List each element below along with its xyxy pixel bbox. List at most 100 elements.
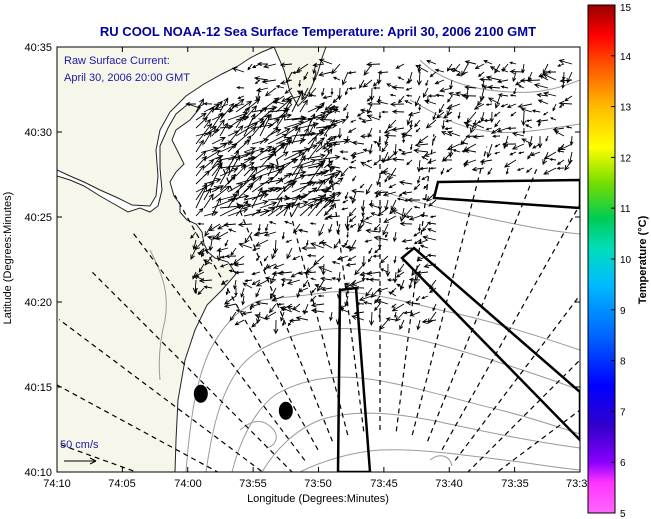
current-vector [295, 316, 309, 321]
current-vector [364, 239, 373, 243]
current-vector [527, 151, 533, 160]
current-vector [416, 319, 421, 331]
current-vector [377, 70, 389, 75]
current-vector [232, 255, 245, 265]
current-vector [510, 111, 517, 117]
current-vector [427, 228, 437, 233]
current-vector [308, 93, 317, 98]
current-vector [195, 164, 205, 177]
current-vector [320, 286, 333, 292]
current-vector [421, 175, 429, 181]
current-vector [373, 235, 389, 241]
current-vector [251, 271, 261, 276]
current-vector [366, 95, 373, 102]
current-vector [341, 207, 349, 211]
current-vector [406, 215, 413, 219]
current-vector [332, 76, 341, 81]
current-vector [405, 79, 413, 84]
current-vector [292, 255, 301, 260]
surface-current-vectors [185, 58, 574, 335]
current-vector [306, 253, 317, 258]
current-vector [402, 190, 413, 195]
current-vector [413, 148, 429, 154]
current-vector [219, 263, 229, 268]
current-vector [457, 111, 461, 120]
current-vector [234, 319, 245, 326]
current-vector [286, 306, 301, 313]
current-vector [422, 235, 437, 241]
x-tick-label: 73:50 [304, 478, 332, 490]
current-vector [237, 222, 253, 228]
current-vector [299, 144, 318, 153]
current-vector [267, 204, 284, 217]
current-vector [255, 300, 269, 306]
current-vector [363, 301, 373, 305]
x-tick-label: 74:00 [174, 478, 202, 490]
current-vector [464, 85, 477, 90]
current-vector [343, 103, 349, 112]
current-vector [391, 303, 397, 308]
current-vector [391, 156, 405, 162]
current-vector [486, 143, 493, 159]
current-vector [285, 239, 293, 243]
current-vector [291, 201, 300, 217]
radar-radial [222, 166, 333, 442]
current-vector [497, 93, 509, 98]
current-vector [331, 63, 341, 75]
current-vector [494, 151, 501, 155]
current-vector [299, 199, 319, 209]
colorbar-tick-label: 11 [620, 204, 631, 215]
current-vector [344, 87, 349, 96]
current-vector [315, 167, 336, 177]
current-vector [202, 259, 213, 265]
current-vector [414, 142, 429, 148]
current-vector [473, 103, 485, 110]
current-vector [403, 207, 413, 219]
current-vector [366, 101, 381, 107]
current-vector [381, 110, 388, 114]
current-vector [559, 143, 573, 151]
current-vector [203, 118, 211, 129]
current-vector [366, 270, 381, 276]
current-vector [257, 61, 269, 67]
radar-radial [58, 319, 264, 472]
current-vector [315, 154, 341, 161]
current-vector [203, 285, 213, 289]
current-vector [565, 125, 573, 129]
current-vector [348, 165, 357, 169]
current-vector [380, 255, 389, 264]
current-vector [319, 117, 333, 123]
current-vector [244, 279, 253, 283]
current-vector [307, 162, 324, 185]
current-vector [354, 263, 365, 276]
current-vector [211, 155, 222, 169]
current-vector [383, 215, 397, 223]
current-vector [370, 212, 381, 217]
current-vector [396, 197, 405, 201]
current-vector [426, 221, 437, 226]
current-vector [409, 119, 413, 129]
current-vector [418, 103, 422, 111]
current-vector [315, 135, 337, 153]
current-vector [296, 63, 309, 72]
current-vector [283, 98, 292, 113]
current-vector [243, 182, 255, 193]
current-vector [197, 287, 205, 296]
current-vector [244, 231, 253, 244]
current-vector [344, 239, 349, 247]
current-vector [211, 162, 223, 185]
radar-radial [454, 294, 580, 461]
current-vector [533, 83, 549, 89]
current-vector [301, 245, 317, 251]
current-vector [379, 158, 389, 163]
current-vector [318, 223, 325, 237]
current-vector [542, 91, 557, 97]
current-vector [230, 247, 237, 257]
current-vector [372, 86, 380, 90]
current-vector [440, 131, 453, 137]
current-vector [223, 303, 237, 309]
colorbar-tick-label: 7 [620, 407, 626, 418]
current-vector [243, 166, 258, 185]
current-vector [249, 303, 261, 308]
current-vector [500, 68, 509, 73]
